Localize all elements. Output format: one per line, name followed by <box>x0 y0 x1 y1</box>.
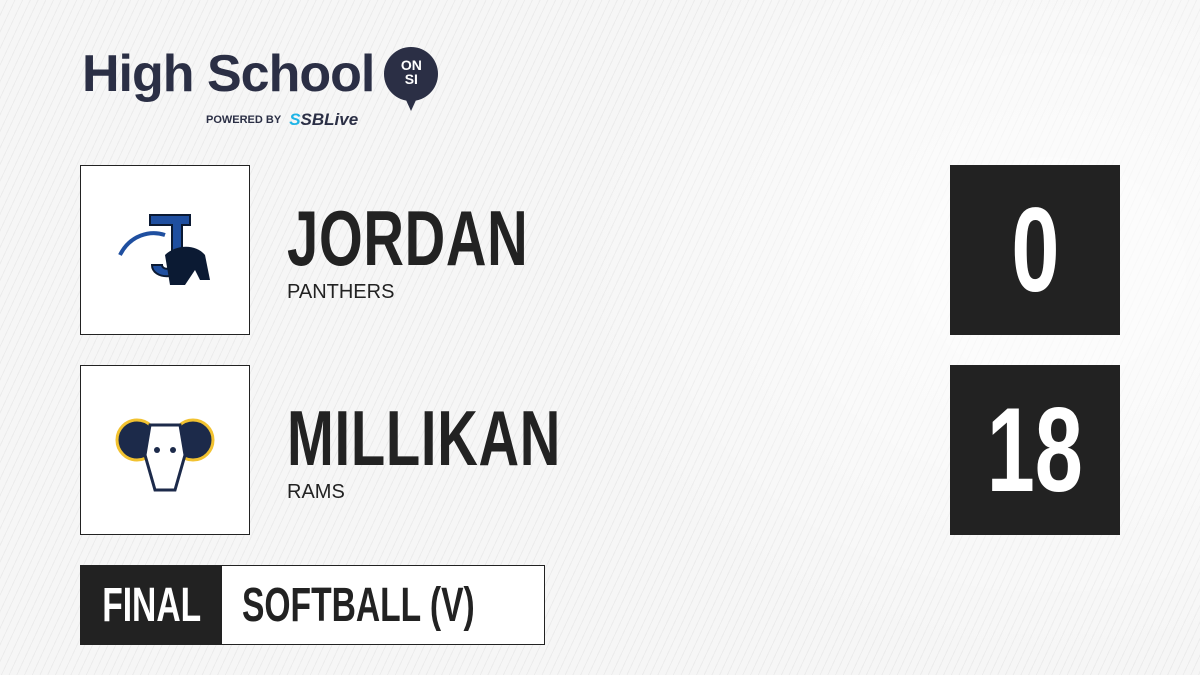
team-name: MILLIKAN <box>287 394 562 482</box>
team-score: 0 <box>950 165 1120 335</box>
game-status-bar: FINAL SOFTBALL (V) <box>80 565 545 645</box>
si-pin-icon: ON SI <box>384 47 439 113</box>
team-score: 18 <box>950 365 1120 535</box>
sblive-text: SBLive <box>300 110 359 129</box>
rams-logo-icon <box>115 418 215 492</box>
score-value: 0 <box>1010 183 1060 317</box>
high-school-on-si-logo: High School ON SI <box>82 44 439 113</box>
score-value: 18 <box>986 383 1084 517</box>
team-name: JORDAN <box>287 194 529 282</box>
team-mascot: RAMS <box>287 481 345 503</box>
powered-by: POWERED BY SSBLive <box>206 110 358 130</box>
millikan-rams-logo <box>80 365 250 535</box>
background-glow <box>560 0 1200 675</box>
brand-title: High School <box>82 45 375 103</box>
badge-bottom: SI <box>404 71 418 87</box>
status-badge: FINAL <box>81 566 223 644</box>
panthers-logo-icon <box>118 214 210 285</box>
jordan-panthers-logo <box>80 165 250 335</box>
sblive-mark: S <box>289 110 301 129</box>
badge-top: ON <box>400 57 422 73</box>
sport-label: SOFTBALL (V) <box>242 578 476 632</box>
team-mascot: PANTHERS <box>287 281 395 303</box>
sport-label-box: SOFTBALL (V) <box>222 566 574 644</box>
sblive-logo: SSBLive <box>289 110 358 130</box>
status-label: FINAL <box>102 578 202 632</box>
powered-by-label: POWERED BY <box>206 114 282 126</box>
